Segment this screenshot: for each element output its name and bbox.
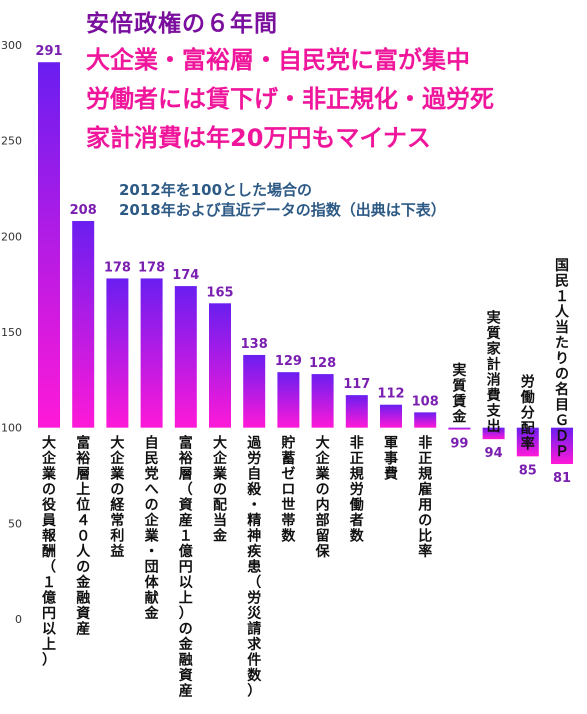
bar-value-label: 94	[485, 446, 503, 461]
bar	[551, 427, 573, 465]
bar-value-label: 112	[377, 387, 404, 402]
bar-value-label: 208	[70, 203, 97, 218]
y-tick-label: 150	[1, 326, 22, 339]
bar-value-label: 138	[241, 337, 268, 352]
bar-value-label: 81	[553, 471, 571, 486]
category-label: 富裕層上位４０人の金融資産	[75, 435, 91, 638]
bar-value-label: 117	[343, 377, 370, 392]
bar	[243, 354, 266, 428]
category-label: 大企業の役員報酬（１億円以上）	[41, 435, 57, 669]
y-tick-label: 100	[1, 422, 22, 435]
bar-value-label: 99	[450, 437, 468, 452]
category-label: 大企業の内部留保	[315, 435, 331, 561]
bar-value-label: 178	[138, 260, 165, 275]
y-tick-label: 200	[1, 230, 22, 243]
bar-value-label: 128	[309, 356, 336, 371]
bar	[38, 62, 60, 428]
bar	[277, 372, 300, 428]
headline-line-3: 家計消費は年20万円もマイナス	[86, 124, 431, 152]
bar	[345, 395, 368, 428]
bar-value-label: 174	[172, 268, 199, 283]
category-label: 貯蓄ゼロ世帯数	[281, 435, 296, 545]
bar	[380, 404, 402, 428]
category-label: 大企業の経常利益	[109, 435, 125, 561]
bar	[448, 427, 471, 430]
y-tick-label: 0	[15, 613, 22, 626]
bar	[106, 278, 129, 428]
category-label: 実質家計消費支出	[486, 310, 502, 436]
y-tick-label: 250	[1, 135, 22, 148]
headline-line-2: 労働者には賃下げ・非正規化・過労死	[86, 85, 494, 113]
category-label: 軍事費	[384, 436, 398, 483]
bar-value-label: 165	[206, 285, 233, 300]
y-tick-label: 300	[1, 39, 22, 52]
category-label: 過労自殺・精神疾患（労災請求件数）	[246, 436, 262, 700]
bar	[174, 286, 197, 428]
chart-title: 安倍政権の６年間	[86, 11, 278, 37]
category-label: 実質賃金	[451, 362, 467, 426]
bar	[414, 412, 437, 428]
bar	[516, 427, 539, 457]
bar	[482, 427, 505, 440]
headline-line-1: 大企業・富裕層・自民党に富が集中	[86, 46, 470, 74]
category-label: 労働分配率	[520, 373, 535, 452]
bar	[209, 303, 231, 428]
index-note-line-2: 2018年および直近データの指数（出典は下表）	[119, 201, 446, 219]
category-label: 自民党への企業・団体献金	[144, 435, 160, 623]
category-label: 非正規労働者数	[349, 435, 365, 545]
index-note-line-1: 2012年を100とした場合の	[119, 181, 313, 199]
bar	[311, 374, 334, 428]
category-label: 国民１人当たりの名目ＧＤＰ	[555, 258, 570, 460]
bar	[140, 278, 163, 428]
bar-value-label: 108	[412, 394, 439, 409]
category-label: 富裕層（資産１億円以上）の金融資産	[178, 435, 194, 700]
y-tick-label: 50	[8, 517, 22, 530]
category-label: 大企業の配当金	[212, 435, 228, 545]
bar	[72, 221, 95, 428]
bar-value-label: 85	[519, 463, 537, 478]
bar-value-label: 129	[275, 354, 302, 369]
category-label: 非正規雇用の比率	[418, 435, 432, 561]
bar-value-label: 291	[35, 44, 62, 59]
bar-value-label: 178	[104, 260, 131, 275]
